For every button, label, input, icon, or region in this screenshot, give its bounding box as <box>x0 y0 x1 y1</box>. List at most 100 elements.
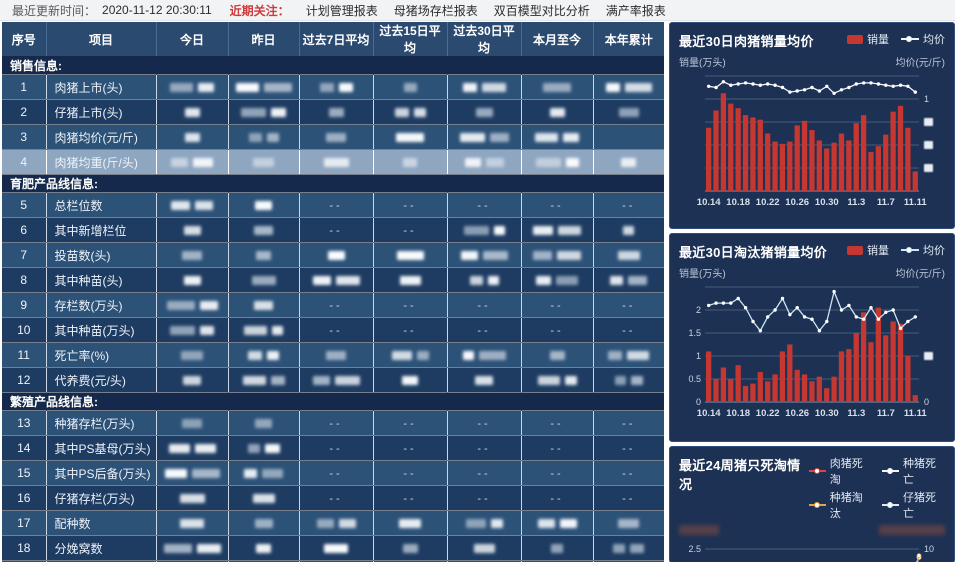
bar-line-chart-canvas: 1 10.14 10.18 10.22 10.26 10.30 11.3 11.7 11.11 <box>679 69 945 213</box>
metric-value-cell <box>156 74 229 100</box>
metric-value-cell <box>228 435 300 461</box>
table-row[interactable]: 15 其中PS后备(万头) -- -- -- -- -- <box>2 460 664 486</box>
legend-label: 仔猪死亡 <box>902 492 936 520</box>
update-time-label: 最近更新时间： <box>12 3 97 18</box>
table-row[interactable]: 2 仔猪上市(头) <box>2 99 664 125</box>
column-header: 昨日 <box>228 22 300 57</box>
legend-item[interactable]: 销量 <box>847 31 889 47</box>
metric-value-cell: -- <box>521 435 594 461</box>
metric-value-cell: -- <box>373 410 448 436</box>
metric-value-cell: -- <box>521 485 594 511</box>
metric-value-cell: -- <box>299 460 374 486</box>
metric-value-cell <box>521 560 594 562</box>
chart-panel-pig-sales: 最近30日肉猪销量均价 销量 均价 销量(万头) 均价(元/斤) 1 10.14 10… <box>669 22 955 229</box>
table-row[interactable]: 11 死亡率(%) <box>2 342 664 368</box>
redacted-right-axis-label <box>879 525 945 535</box>
metric-value-cell: -- <box>521 460 594 486</box>
table-row[interactable]: 8 其中种苗(头) <box>2 267 664 293</box>
report-link[interactable]: 双百模型对比分析 <box>493 3 590 18</box>
metric-name: 代养费(元/头) <box>46 367 157 393</box>
table-row[interactable]: 19窝均活仔(头/窝) <box>2 560 664 562</box>
table-row[interactable]: 12 代养费(元/头) <box>2 367 664 393</box>
legend-label: 销量 <box>867 245 889 257</box>
metric-value-cell <box>447 267 522 293</box>
row-number: 15 <box>2 460 47 486</box>
metric-value-cell <box>521 367 594 393</box>
svg-text:11.3: 11.3 <box>847 408 865 419</box>
report-link[interactable]: 母猪场存栏报表 <box>393 3 478 18</box>
metric-value-cell: -- <box>299 410 374 436</box>
metric-value-cell <box>593 149 664 175</box>
metric-value-cell: -- <box>299 317 374 343</box>
row-number: 14 <box>2 435 47 461</box>
metric-value-cell <box>156 99 229 125</box>
legend-label: 种猪死亡 <box>902 458 936 486</box>
table-row[interactable]: 1 肉猪上市(头) <box>2 74 664 100</box>
metric-value-cell: -- <box>521 192 594 218</box>
table-row[interactable]: 14 其中PS基母(万头) -- -- -- -- -- <box>2 435 664 461</box>
metric-value-cell: -- <box>593 410 664 436</box>
legend-label: 均价 <box>923 245 945 257</box>
table-row[interactable]: 5 总栏位数 -- -- -- -- -- <box>2 192 664 218</box>
legend-item[interactable]: 仔猪死亡 <box>881 489 945 521</box>
metric-value-cell: -- <box>299 217 374 243</box>
metric-value-cell <box>228 74 300 100</box>
report-link[interactable]: 满产率报表 <box>605 3 666 18</box>
legend-line-swatch <box>901 246 919 253</box>
svg-text:11.7: 11.7 <box>877 197 895 208</box>
column-header: 今日 <box>156 22 229 57</box>
metric-value-cell <box>447 124 522 150</box>
svg-text:0: 0 <box>924 397 929 407</box>
table-row[interactable]: 7 投苗数(头) <box>2 242 664 268</box>
metric-value-cell <box>228 242 300 268</box>
metric-value-cell <box>156 560 229 562</box>
metric-value-cell: -- <box>593 192 664 218</box>
table-row[interactable]: 13 种猪存栏(万头) -- -- -- -- -- <box>2 410 664 436</box>
metric-value-cell <box>593 267 664 293</box>
svg-text:1.5: 1.5 <box>688 328 701 338</box>
right-axis-label: 均价(元/斤) <box>895 269 945 280</box>
legend-line-swatch <box>881 501 899 508</box>
metric-value-cell: -- <box>593 292 664 318</box>
metric-value-cell: -- <box>593 317 664 343</box>
left-axis-label: 销量(万头) <box>679 269 726 280</box>
metric-value-cell <box>156 410 229 436</box>
table-row[interactable]: 3 肉猪均价(元/斤) <box>2 124 664 150</box>
metric-value-cell <box>593 242 664 268</box>
legend-item[interactable]: 种猪死亡 <box>881 455 945 487</box>
bar-line-chart-canvas: 2 1.5 1 0.5 0 0 10.14 10.18 10.22 10.26 10.30 11.3 1… <box>679 280 945 424</box>
metric-value-cell <box>156 124 229 150</box>
metric-value-cell <box>156 535 229 561</box>
metric-value-cell: -- <box>447 192 522 218</box>
svg-text:10: 10 <box>924 544 934 554</box>
table-row[interactable]: 10 其中种苗(万头) -- -- -- -- -- <box>2 317 664 343</box>
metric-value-cell <box>593 74 664 100</box>
metric-name: 其中种苗(头) <box>46 267 157 293</box>
table-row[interactable]: 18 分娩窝数 <box>2 535 664 561</box>
table-row[interactable]: 17 配种数 <box>2 510 664 536</box>
metric-name: 仔猪存栏(万头) <box>46 485 157 511</box>
metric-value-cell <box>228 124 300 150</box>
chart-legend: 销量 均价 <box>847 242 945 258</box>
svg-text:10.30: 10.30 <box>815 408 839 419</box>
column-header: 过去7日平均 <box>299 22 374 57</box>
legend-item[interactable]: 种猪淘汰 <box>808 489 872 521</box>
metric-value-cell <box>521 99 594 125</box>
legend-line-swatch <box>808 501 826 508</box>
table-row[interactable]: 16 仔猪存栏(万头) -- -- -- -- -- <box>2 485 664 511</box>
metric-name: 肉猪均重(斤/头) <box>46 149 157 175</box>
table-row-selected[interactable]: 4 肉猪均重(斤/头) <box>2 149 664 175</box>
table-row[interactable]: 9 存栏数(万头) -- -- -- -- -- <box>2 292 664 318</box>
metric-value-cell <box>228 510 300 536</box>
legend-item[interactable]: 均价 <box>901 31 945 47</box>
section-header-row: 销售信息: <box>2 56 664 75</box>
report-link[interactable]: 计划管理报表 <box>305 3 378 18</box>
metric-name: 仔猪上市(头) <box>46 99 157 125</box>
metric-name: 其中新增栏位 <box>46 217 157 243</box>
legend-item[interactable]: 均价 <box>901 242 945 258</box>
legend-line-swatch <box>881 467 899 474</box>
legend-item[interactable]: 销量 <box>847 242 889 258</box>
metric-name: 种猪存栏(万头) <box>46 410 157 436</box>
legend-item[interactable]: 肉猪死淘 <box>808 455 872 487</box>
table-row[interactable]: 6 其中新增栏位 -- -- <box>2 217 664 243</box>
